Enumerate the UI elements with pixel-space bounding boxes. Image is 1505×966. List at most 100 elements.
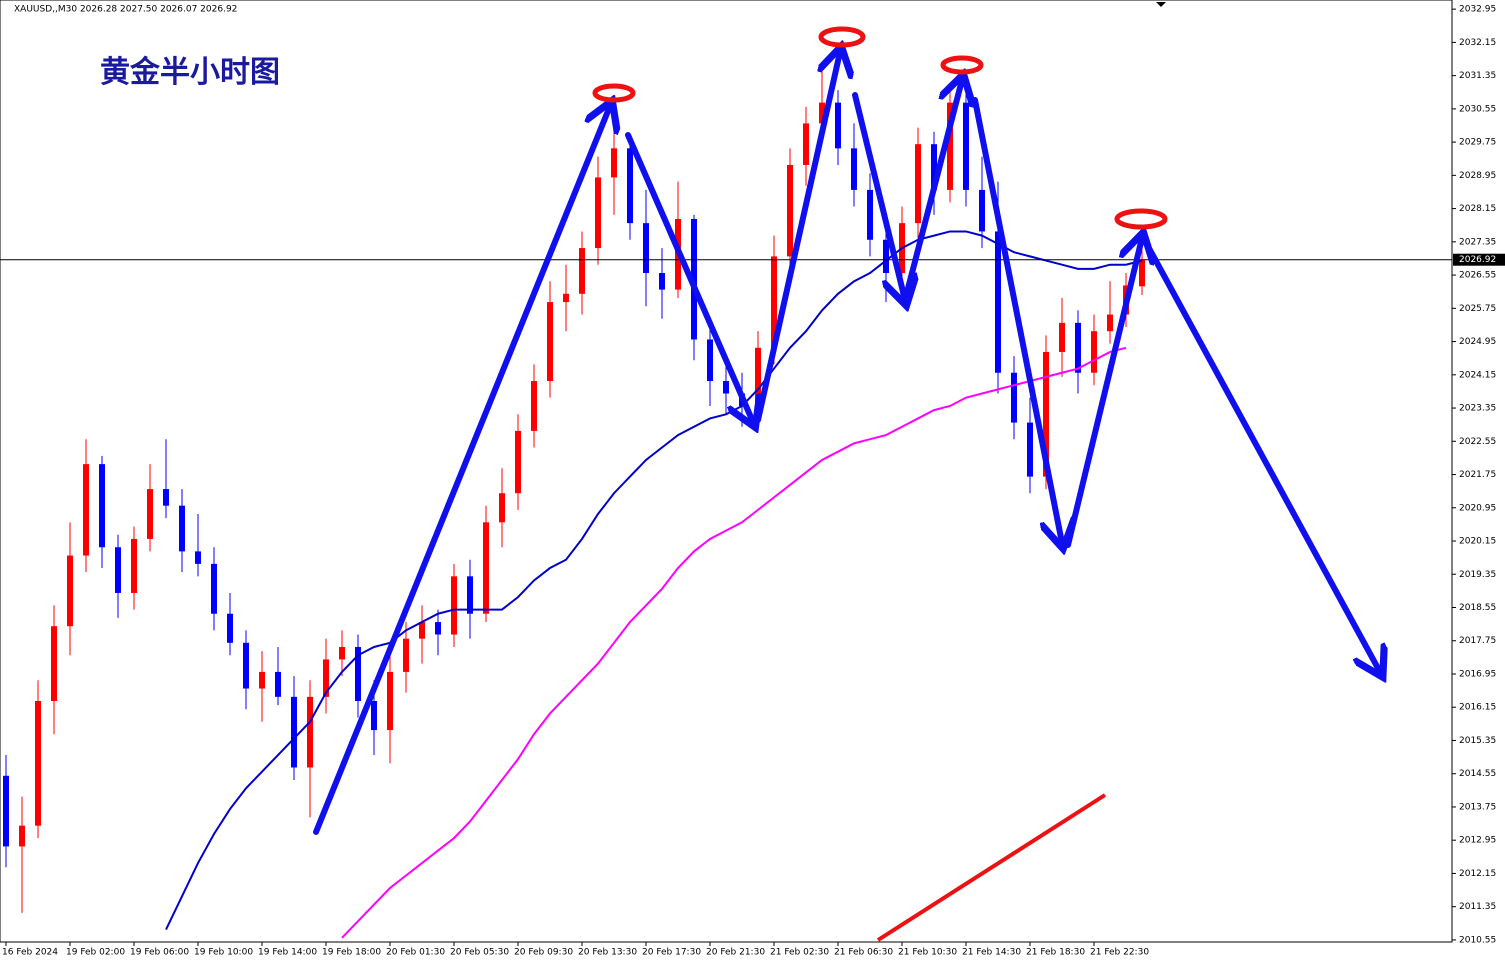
y-tick-label: 2021.75 [1459, 470, 1496, 480]
arrow [902, 80, 962, 303]
candle-body [163, 489, 169, 506]
candle-body [99, 464, 105, 548]
candle-body [547, 302, 553, 382]
y-tick-label: 2012.95 [1459, 836, 1496, 846]
candle-body [659, 273, 665, 290]
candle-body [819, 102, 825, 124]
candle-body [35, 700, 41, 826]
candle-body [931, 144, 937, 190]
peak-marker [592, 83, 636, 103]
y-tick-label: 2032.15 [1459, 38, 1496, 48]
candle-body [467, 576, 473, 614]
y-tick-label: 2022.55 [1459, 437, 1496, 447]
y-tick-label: 2031.35 [1459, 71, 1496, 81]
candle-body [227, 613, 233, 643]
candle-body [579, 248, 585, 294]
x-tick-label: 21 Feb 10:30 [898, 948, 957, 958]
arrow [755, 52, 840, 423]
y-tick-label: 2012.15 [1459, 869, 1496, 879]
y-tick-label: 2017.75 [1459, 636, 1496, 646]
moving-average [165, 230, 1143, 930]
peak-marker [940, 55, 984, 75]
candle-body [307, 696, 313, 768]
header: XAUUSD,,M30 2026.28 2027.50 2026.07 2026… [14, 5, 237, 15]
shift-marker [1156, 2, 1166, 7]
y-tick-label: 2010.55 [1459, 935, 1496, 945]
candle-body [403, 638, 409, 672]
candle-body [803, 123, 809, 165]
y-tick-label: 2032.95 [1459, 5, 1496, 15]
x-tick-label: 20 Feb 21:30 [706, 948, 765, 958]
y-tick-label: 2028.95 [1459, 171, 1496, 181]
candle-body [1043, 351, 1049, 477]
y-tick-label: 2020.15 [1459, 537, 1496, 547]
y-tick-label: 2030.55 [1459, 104, 1496, 114]
annotations [313, 26, 1380, 942]
moving-average [341, 346, 1127, 939]
x-tick-label: 20 Feb 17:30 [642, 948, 701, 958]
candle-body [771, 256, 777, 348]
y-tick-label: 2013.75 [1459, 802, 1496, 812]
y-tick-label: 2016.15 [1459, 703, 1496, 713]
candle-body [499, 493, 505, 523]
candle-body [707, 339, 713, 382]
x-tick-label: 21 Feb 06:30 [834, 948, 893, 958]
candle-body [83, 464, 89, 556]
y-tick-label: 2029.75 [1459, 138, 1496, 148]
y-tick-label: 2020.95 [1459, 503, 1496, 513]
candle-body [339, 646, 345, 660]
y-tick-label: 2027.35 [1459, 237, 1496, 247]
candle-body [179, 505, 185, 552]
candle-body [1091, 331, 1097, 373]
candle-body [211, 563, 217, 614]
candle-body [243, 642, 249, 689]
x-tick-label: 19 Feb 14:00 [258, 948, 317, 958]
candle-body [515, 430, 521, 494]
y-tick-label: 2028.15 [1459, 204, 1496, 214]
candle-body [835, 102, 841, 149]
candle-body [371, 700, 377, 731]
trend-line [876, 793, 1107, 942]
candle-body [387, 671, 393, 731]
candle-body [51, 626, 57, 701]
x-tick-label: 20 Feb 13:30 [578, 948, 637, 958]
candle-body [1139, 259, 1145, 287]
y-tick-label: 2025.75 [1459, 304, 1496, 314]
candle-body [595, 177, 601, 249]
candle-body [851, 148, 857, 190]
candle-body [787, 164, 793, 257]
x-tick-label: 19 Feb 06:00 [130, 948, 189, 958]
candle-body [355, 646, 361, 701]
x-tick-label: 19 Feb 02:00 [66, 948, 125, 958]
peak-marker [818, 26, 866, 48]
y-tick-label: 2014.55 [1459, 769, 1496, 779]
x-tick-label: 20 Feb 01:30 [386, 948, 445, 958]
x-tick-label: 20 Feb 09:30 [514, 948, 573, 958]
candle-body [1075, 322, 1081, 373]
candle-body [147, 489, 153, 539]
last-price-tag [1453, 253, 1505, 266]
candle-body [19, 825, 25, 847]
candle-body [483, 522, 489, 614]
candle-body [323, 659, 329, 697]
y-tick-label: 2024.15 [1459, 370, 1496, 380]
candle-body [1027, 422, 1033, 477]
candle-body [259, 671, 265, 689]
x-tick-label: 19 Feb 18:00 [322, 948, 381, 958]
candle-body [291, 696, 297, 768]
arrow [625, 132, 753, 422]
arrow [852, 92, 905, 300]
arrow [313, 106, 610, 835]
candle-body [995, 231, 1001, 373]
candle-body [531, 381, 537, 431]
arrow [1065, 238, 1142, 548]
candle-body [915, 144, 921, 224]
peak-marker [1114, 208, 1168, 230]
x-tick-label: 16 Feb 2024 [2, 948, 58, 958]
candle-body [419, 622, 425, 639]
candle-body [1059, 322, 1065, 352]
candle-body [451, 576, 457, 635]
candle-body [195, 551, 201, 564]
candle-body [115, 547, 121, 593]
